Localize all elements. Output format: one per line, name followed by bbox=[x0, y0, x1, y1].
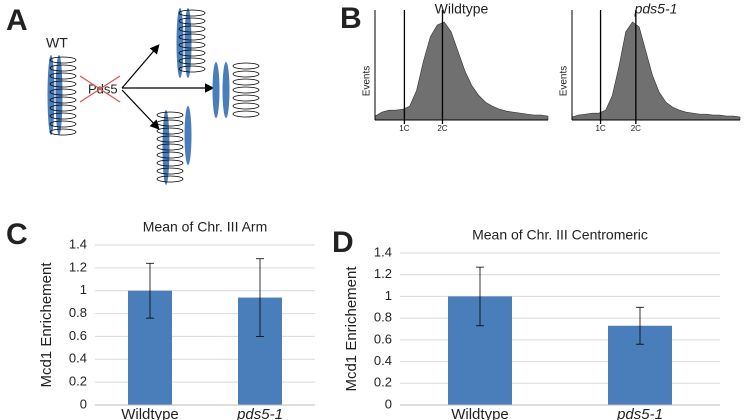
chart-title: Mean of Chr. III Arm bbox=[143, 219, 268, 235]
cross bbox=[79, 75, 121, 103]
cohesin-ring bbox=[232, 78, 260, 86]
y-axis-label: Events bbox=[362, 66, 373, 97]
y-tick-label: 0 bbox=[385, 396, 392, 411]
panel-label: D bbox=[332, 226, 354, 259]
cohesin-ring bbox=[49, 88, 77, 96]
y-tick-label: 0.6 bbox=[374, 331, 392, 346]
cohesin-ring bbox=[178, 25, 206, 33]
cohesin-ring bbox=[49, 128, 77, 136]
diagram bbox=[47, 8, 260, 185]
cohesin-ring bbox=[178, 9, 206, 17]
cohesin-ring bbox=[156, 159, 184, 167]
cohesin-ring bbox=[232, 94, 260, 102]
y-tick-label: 0.4 bbox=[374, 353, 392, 368]
chromatid bbox=[184, 8, 192, 78]
y-tick-label: 0.2 bbox=[374, 375, 392, 390]
cohesin-ring bbox=[49, 72, 77, 80]
chromatid bbox=[222, 62, 230, 118]
cohesin-ring bbox=[178, 57, 206, 65]
cohesin-ring bbox=[156, 167, 184, 175]
y-tick-label: 1 bbox=[80, 282, 87, 297]
x-tick-label: pds5-1 bbox=[616, 406, 663, 420]
cohesin-ring bbox=[49, 64, 77, 72]
cohesin-ring bbox=[178, 49, 206, 57]
panel-label: B bbox=[340, 2, 362, 35]
x-tick-label: Wildtype bbox=[121, 406, 179, 420]
cohesin-ring bbox=[49, 80, 77, 88]
cohesin-ring bbox=[156, 175, 184, 183]
y-tick-label: 0.4 bbox=[69, 351, 87, 366]
x-tick-label: 1C bbox=[595, 124, 605, 133]
cohesin-ring bbox=[49, 56, 77, 64]
cohesin-ring bbox=[232, 86, 260, 94]
panel-label: A bbox=[6, 4, 28, 37]
chart-title: Wildtype bbox=[435, 1, 489, 17]
y-tick-label: 1.4 bbox=[69, 236, 87, 251]
chart-title: Mean of Chr. III Centromeric bbox=[472, 227, 648, 243]
x-tick-label: 2C bbox=[631, 124, 641, 133]
error-bar bbox=[476, 266, 484, 327]
y-tick-label: 1.2 bbox=[69, 259, 87, 274]
cohesin-ring bbox=[178, 33, 206, 41]
x-tick-label: 1C bbox=[399, 124, 409, 133]
cohesin-ring bbox=[49, 120, 77, 128]
chromatid bbox=[212, 62, 220, 118]
cohesin-ring bbox=[156, 151, 184, 159]
cohesin-ring bbox=[49, 96, 77, 104]
cohesin-ring bbox=[156, 127, 184, 135]
cohesin-ring bbox=[156, 135, 184, 143]
histogram-area bbox=[374, 21, 549, 121]
y-tick-label: 1.4 bbox=[374, 244, 392, 259]
cohesin-ring bbox=[232, 110, 260, 118]
y-axis-label: Mcd1 Enrichement bbox=[38, 262, 55, 388]
error-bar bbox=[146, 262, 154, 319]
y-tick-label: 0.8 bbox=[69, 305, 87, 320]
cohesin-ring bbox=[156, 119, 184, 127]
x-tick-label: Wildtype bbox=[451, 406, 509, 420]
y-axis-label: Events bbox=[559, 66, 570, 97]
error-bar bbox=[636, 306, 644, 345]
chromatid bbox=[184, 106, 192, 165]
y-tick-label: 0.6 bbox=[69, 328, 87, 343]
cohesin-ring bbox=[49, 104, 77, 112]
cohesin-ring bbox=[232, 70, 260, 78]
cohesin-ring bbox=[178, 17, 206, 25]
cohesin-ring bbox=[49, 112, 77, 120]
cohesin-ring bbox=[232, 62, 260, 70]
y-tick-label: 0.8 bbox=[374, 310, 392, 325]
cohesin-ring bbox=[232, 102, 260, 110]
chromatid bbox=[176, 8, 184, 78]
y-axis-label: Mcd1 Enrichement bbox=[343, 266, 360, 392]
cohesin-ring bbox=[156, 111, 184, 119]
cohesin-ring bbox=[178, 65, 206, 73]
arrows bbox=[121, 44, 215, 130]
histogram-area bbox=[571, 21, 741, 121]
diagram-label: WT bbox=[46, 35, 68, 51]
y-tick-label: 1.2 bbox=[374, 266, 392, 281]
y-tick-label: 0.2 bbox=[69, 374, 87, 389]
chromatid bbox=[47, 55, 55, 135]
x-tick-label: pds5-1 bbox=[236, 406, 283, 420]
panel-label: C bbox=[6, 218, 28, 251]
y-tick-label: 0 bbox=[80, 396, 87, 411]
cohesin-ring bbox=[178, 41, 206, 49]
chart-title: pds5-1 bbox=[634, 1, 678, 17]
error-bar bbox=[256, 258, 264, 337]
x-tick-label: 2C bbox=[437, 124, 447, 133]
cohesin-ring bbox=[156, 143, 184, 151]
y-tick-label: 1 bbox=[385, 288, 392, 303]
